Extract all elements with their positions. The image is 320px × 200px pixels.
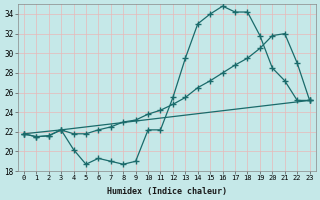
X-axis label: Humidex (Indice chaleur): Humidex (Indice chaleur) <box>107 187 227 196</box>
